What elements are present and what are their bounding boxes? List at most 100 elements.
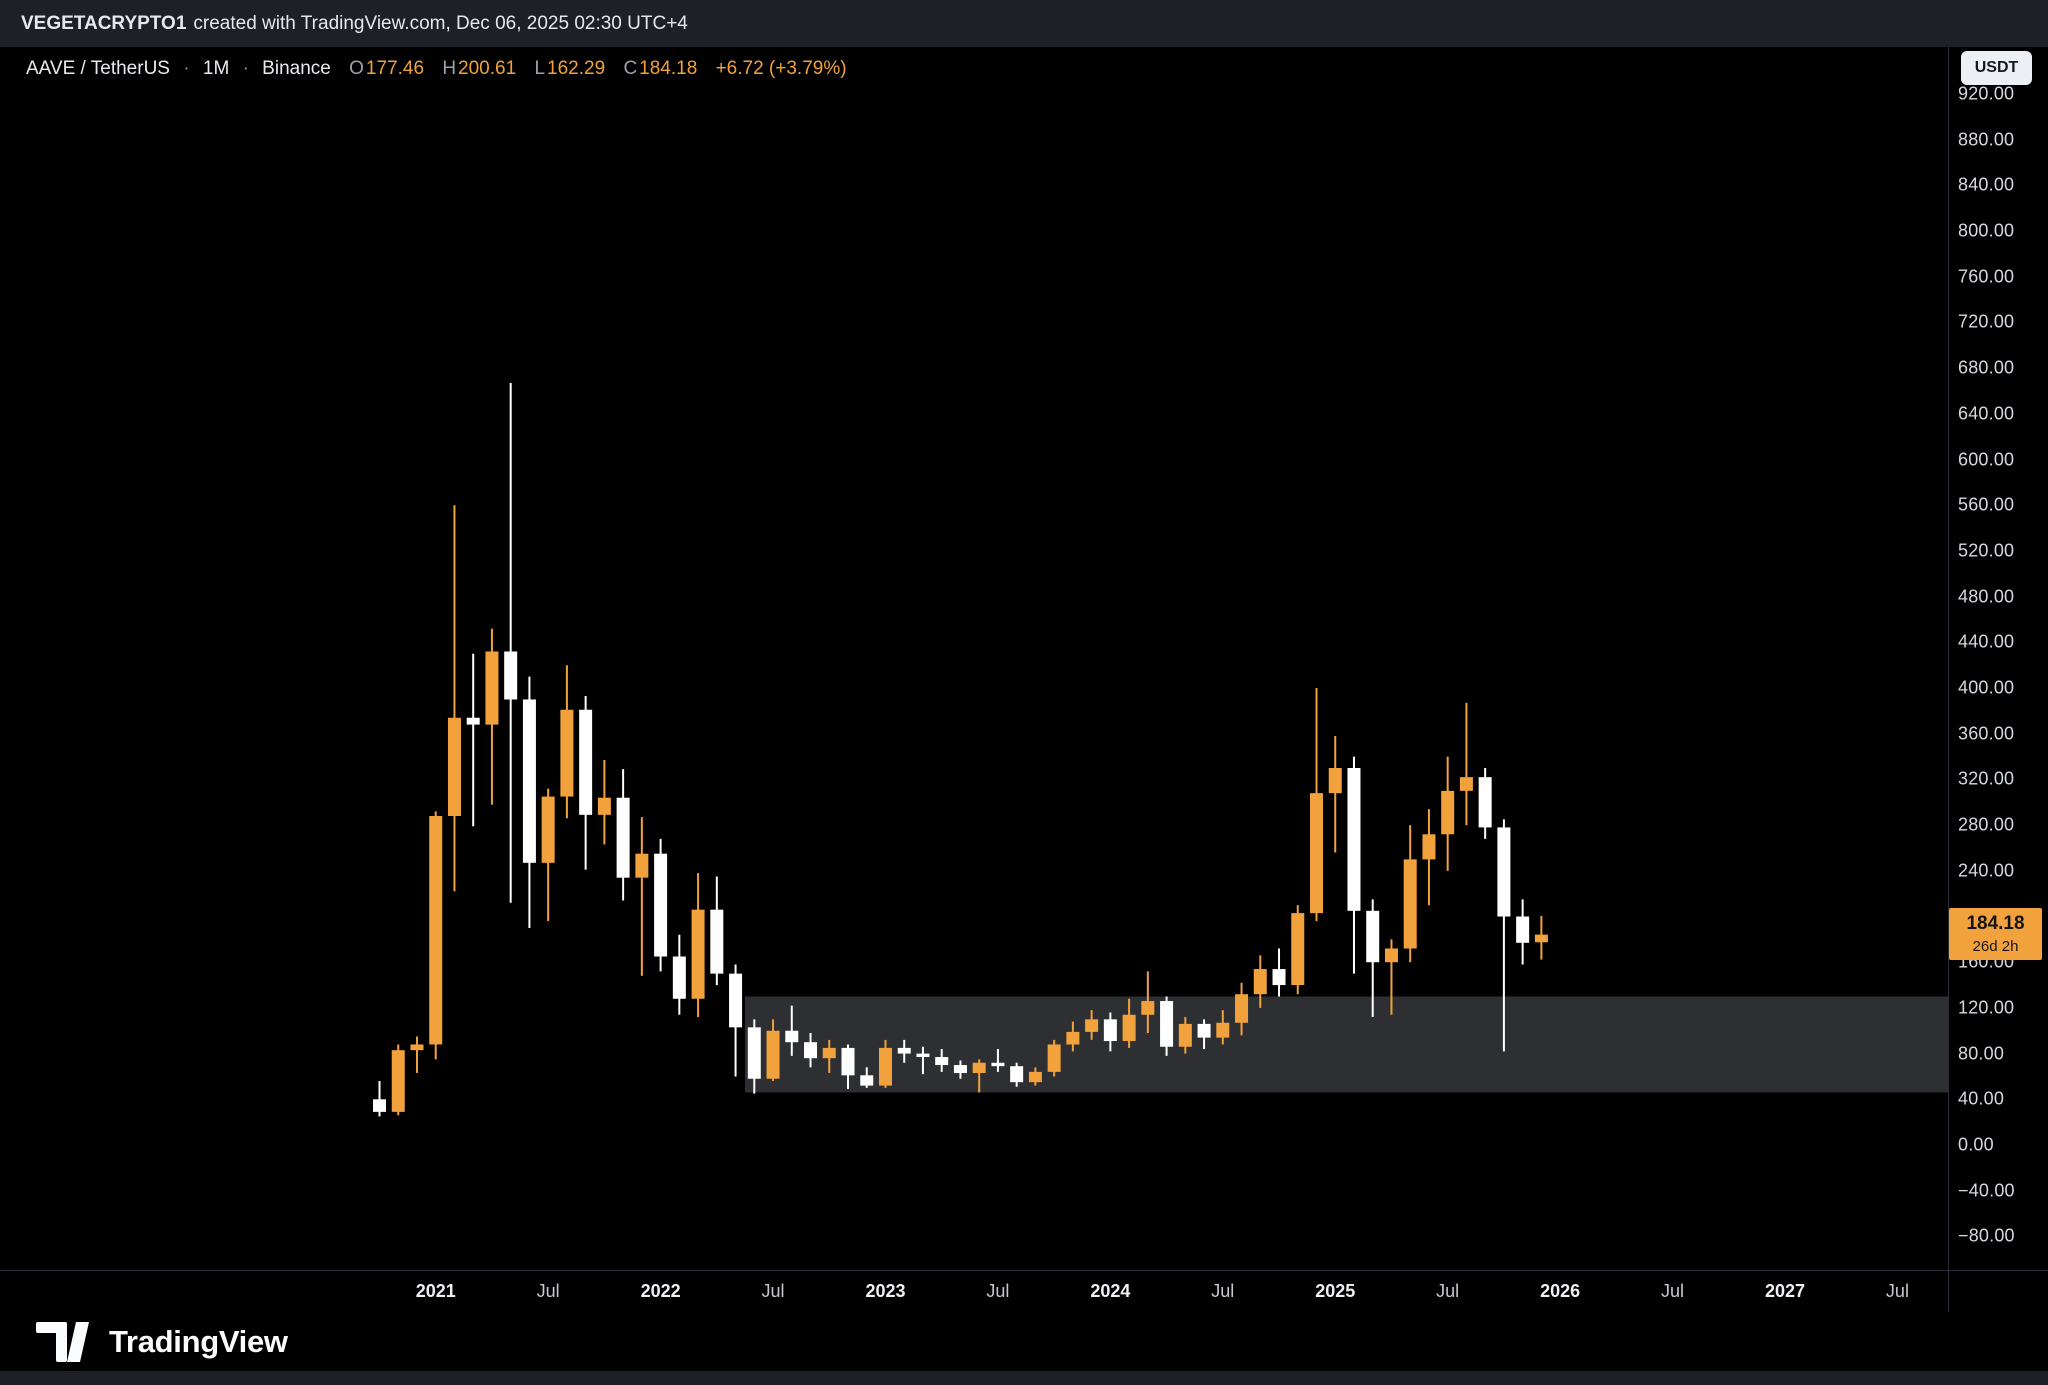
price-tick: 480.00 bbox=[1958, 586, 2015, 607]
price-tick: 640.00 bbox=[1958, 403, 2015, 424]
attribution-text: created with TradingView.com, Dec 06, 20… bbox=[193, 12, 688, 34]
price-tick: 240.00 bbox=[1958, 860, 2015, 881]
price-tick: 720.00 bbox=[1958, 311, 2015, 332]
candle-body-2023-10 bbox=[1047, 1044, 1061, 1072]
currency-toggle-button[interactable]: USDT bbox=[1961, 51, 2032, 85]
candle-body-2025-11 bbox=[1516, 916, 1530, 943]
candle-body-2023-08 bbox=[1010, 1066, 1024, 1083]
candle-body-2021-01 bbox=[429, 815, 443, 1045]
axis-separator-line bbox=[1948, 1271, 1949, 1312]
tradingview-wordmark[interactable]: TradingView bbox=[109, 1323, 288, 1359]
candle-body-2025-07 bbox=[1441, 790, 1455, 835]
last-price-value: 184.18 bbox=[1966, 912, 2025, 934]
candle-body-2025-04 bbox=[1384, 948, 1398, 963]
candle-body-2024-10 bbox=[1272, 969, 1286, 986]
price-tick: 520.00 bbox=[1958, 540, 2015, 561]
chart-region[interactable]: AAVE / TetherUS · 1M · Binance O 177.46 H… bbox=[0, 47, 1948, 1270]
low-letter: L bbox=[534, 58, 546, 79]
candle-body-2022-10 bbox=[822, 1047, 836, 1059]
bottom-strip bbox=[0, 1371, 2048, 1385]
time-label-Jul: Jul bbox=[986, 1281, 1010, 1301]
candle-body-2025-12 bbox=[1534, 934, 1548, 943]
candle-body-2022-05 bbox=[729, 973, 743, 1028]
candle-body-2024-03 bbox=[1141, 1001, 1155, 1015]
candle-body-2021-05 bbox=[504, 651, 518, 700]
candle-body-2022-11 bbox=[841, 1047, 855, 1076]
symbol-name: AAVE / TetherUS bbox=[26, 58, 170, 79]
close-letter: C bbox=[623, 58, 638, 79]
author-username: VEGETACRYPTO1 bbox=[21, 12, 187, 34]
time-label-2023: 2023 bbox=[865, 1281, 906, 1301]
interval-label: 1M bbox=[202, 58, 230, 79]
time-label-2025: 2025 bbox=[1315, 1281, 1356, 1301]
candle-body-2021-08 bbox=[560, 709, 574, 797]
candle-body-2021-10 bbox=[597, 797, 611, 815]
price-tick: 840.00 bbox=[1958, 174, 2015, 195]
price-tick: 800.00 bbox=[1958, 220, 2015, 241]
bar-countdown: 26d 2h bbox=[1972, 937, 2019, 955]
price-tick: 440.00 bbox=[1958, 631, 2015, 652]
candle-body-2023-04 bbox=[935, 1057, 949, 1066]
candle-body-2022-08 bbox=[785, 1030, 799, 1043]
candle-body-2024-01 bbox=[1103, 1019, 1117, 1042]
candle-body-2021-11 bbox=[616, 797, 630, 878]
price-tick: 120.00 bbox=[1958, 997, 2015, 1018]
open-value: 177.46 bbox=[365, 58, 425, 79]
candle-body-2021-03 bbox=[466, 717, 480, 725]
candle-body-2022-06 bbox=[747, 1027, 761, 1079]
price-tick: 360.00 bbox=[1958, 723, 2015, 744]
price-tick: 40.00 bbox=[1958, 1088, 2005, 1109]
time-label-2026: 2026 bbox=[1540, 1281, 1581, 1301]
price-tick: 0.00 bbox=[1958, 1134, 1994, 1155]
time-label-2021: 2021 bbox=[415, 1281, 456, 1301]
price-tick: 760.00 bbox=[1958, 266, 2015, 287]
candle-body-2024-06 bbox=[1197, 1023, 1211, 1038]
time-label-Jul: Jul bbox=[1885, 1281, 1909, 1301]
candle-body-2022-01 bbox=[654, 853, 668, 957]
exchange-label: Binance bbox=[262, 58, 331, 79]
price-tick: 920.00 bbox=[1958, 83, 2015, 104]
candle-body-2022-07 bbox=[766, 1030, 780, 1079]
time-label-2022: 2022 bbox=[640, 1281, 681, 1301]
candle-body-2025-02 bbox=[1347, 768, 1361, 911]
price-tick: 680.00 bbox=[1958, 357, 2015, 378]
candle-body-2024-12 bbox=[1310, 793, 1323, 914]
candle-body-2021-02 bbox=[447, 717, 461, 816]
candle-body-2024-07 bbox=[1216, 1022, 1230, 1038]
tradingview-mark-icon[interactable] bbox=[36, 1321, 94, 1362]
chart-main: AAVE / TetherUS · 1M · Binance O 177.46 H… bbox=[0, 47, 2048, 1270]
symbol-legend: AAVE / TetherUS · 1M · Binance O 177.46 H… bbox=[26, 58, 847, 80]
candle-body-2025-01 bbox=[1328, 768, 1342, 794]
candle-body-2022-09 bbox=[804, 1042, 818, 1059]
support-zone-rect bbox=[744, 996, 1948, 1093]
candle-body-2025-09 bbox=[1478, 777, 1492, 828]
candle-body-2023-07 bbox=[991, 1062, 1005, 1067]
candle-body-2024-11 bbox=[1291, 913, 1305, 986]
candle-body-2024-04 bbox=[1160, 1001, 1174, 1047]
brand-footer: TradingView bbox=[0, 1312, 2048, 1371]
candle-body-2023-01 bbox=[878, 1047, 892, 1086]
price-axis[interactable]: USDT 920.00 880.00 840.00 800.00 760.00 720.0… bbox=[1948, 47, 2048, 1270]
candle-body-2023-11 bbox=[1066, 1031, 1080, 1045]
price-tick: 560.00 bbox=[1958, 494, 2015, 515]
legend-separator: · bbox=[183, 58, 190, 79]
candle-body-2023-09 bbox=[1028, 1071, 1042, 1083]
candle-body-2021-06 bbox=[522, 699, 536, 863]
chart-canvas[interactable] bbox=[0, 47, 1948, 1270]
candle-body-2024-02 bbox=[1122, 1014, 1136, 1042]
candle-body-2023-05 bbox=[953, 1065, 967, 1074]
candle-body-2025-03 bbox=[1366, 910, 1380, 963]
candle-body-2021-12 bbox=[635, 853, 649, 878]
low-value: 162.29 bbox=[547, 58, 606, 79]
time-axis[interactable]: 2021 Jul 2022 Jul 2023 Jul 2024 Jul 2025 Jul 2026 J… bbox=[0, 1270, 2048, 1312]
candle-body-2022-03 bbox=[691, 909, 705, 999]
candle-body-2025-10 bbox=[1497, 827, 1511, 917]
time-label-2027: 2027 bbox=[1764, 1281, 1806, 1301]
candle-body-2024-08 bbox=[1235, 994, 1249, 1023]
candle-body-2021-09 bbox=[579, 709, 593, 815]
candle-body-2024-09 bbox=[1253, 969, 1267, 995]
candle-body-2023-03 bbox=[916, 1053, 930, 1058]
legend-separator: · bbox=[242, 58, 249, 79]
time-label-Jul: Jul bbox=[761, 1281, 785, 1301]
